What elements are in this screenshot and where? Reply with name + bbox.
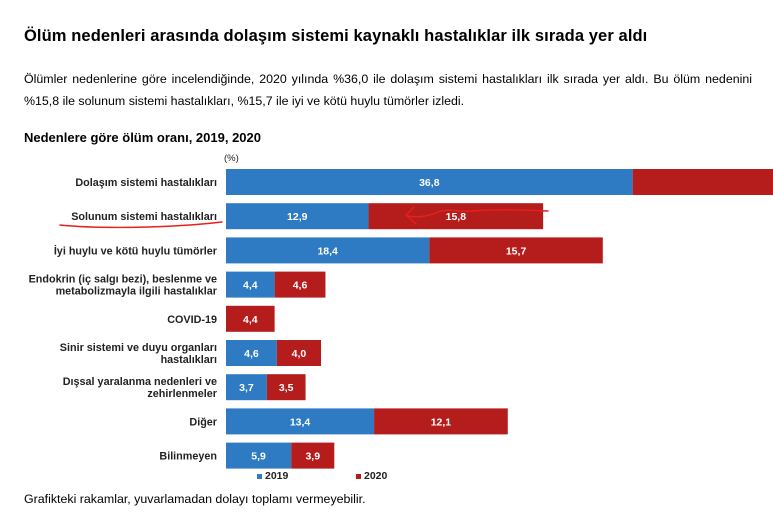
value-label: 12,1: [431, 416, 452, 428]
bar-2020: [266, 374, 306, 401]
value-label: 3,7: [239, 382, 254, 394]
value-label: 4,4: [243, 280, 258, 292]
summary-paragraph: Ölümler nedenlerine göre incelendiğinde,…: [24, 72, 752, 108]
chart-bars: Dolaşım sistemi hastalıkları36,836,0Solu…: [29, 169, 773, 469]
value-label: 4,6: [293, 280, 308, 292]
unit-label: (%): [224, 153, 239, 164]
bar-2019: [226, 237, 430, 264]
bar-2020: [291, 442, 335, 469]
value-label: 3,9: [305, 451, 320, 463]
bar-2020: [368, 203, 544, 230]
bar-2019: [226, 203, 369, 230]
arrow-shaft: [407, 209, 549, 218]
bar-2019: [226, 374, 267, 401]
bar-2019: [226, 271, 275, 298]
bar-2019: [226, 340, 277, 366]
value-label: 15,8: [446, 211, 467, 223]
legend-label: 2019: [265, 470, 289, 482]
legend-swatch-2020: [356, 474, 361, 479]
category-label: Dolaşım sistemi hastalıkları: [75, 177, 217, 189]
value-label: 4,4: [243, 314, 258, 326]
page-headline: Ölüm nedenleri arasında dolaşım sistemi …: [24, 27, 648, 45]
chart-legend: 2019 2020: [257, 470, 388, 482]
value-label: 36,8: [419, 177, 440, 189]
value-label: 15,7: [506, 245, 527, 257]
value-label: 5,9: [251, 451, 266, 463]
arrow-head: [405, 206, 417, 225]
category-label: Bilinmeyen: [159, 451, 217, 463]
legend-label: 2020: [364, 470, 388, 482]
category-label: Solunum sistemi hastalıkları: [71, 211, 217, 223]
category-label: COVID-19: [167, 314, 217, 326]
bar-2020: [632, 169, 773, 195]
bar-2020: [226, 305, 275, 332]
category-label: Dışsal yaralanma nedenleri ve zehirlenmel…: [63, 376, 218, 400]
value-label: 18,4: [317, 245, 338, 257]
bar-2019: [226, 408, 375, 435]
hand-drawn-annotation: [59, 206, 549, 229]
value-label: 3,5: [279, 382, 294, 394]
bar-2019: [226, 169, 633, 195]
category-label: Endokrin (iç salgı bezi), beslenme ve met…: [29, 274, 218, 298]
category-label: Sinir sistemi ve duyu organları hastalıkl…: [60, 342, 217, 366]
value-label: 13,4: [290, 416, 311, 428]
bar-2019: [226, 442, 292, 469]
bar-2020: [429, 237, 603, 264]
bar-2020: [374, 408, 508, 435]
legend-swatch-2019: [257, 474, 262, 479]
footnote: Grafikteki rakamlar, yuvarlamadan dolayı…: [24, 492, 366, 506]
value-label: 12,9: [287, 211, 308, 223]
category-label: İyi huylu ve kötü huylu tümörler: [54, 244, 218, 257]
value-label: 4,6: [244, 348, 259, 360]
underline-stroke: [59, 221, 223, 229]
chart-title: Nedenlere göre ölüm oranı, 2019, 2020: [24, 130, 261, 145]
bar-2020: [274, 271, 326, 298]
bar-2020: [276, 340, 322, 366]
category-label: Diğer: [189, 416, 217, 428]
value-label: 4,0: [292, 348, 307, 360]
